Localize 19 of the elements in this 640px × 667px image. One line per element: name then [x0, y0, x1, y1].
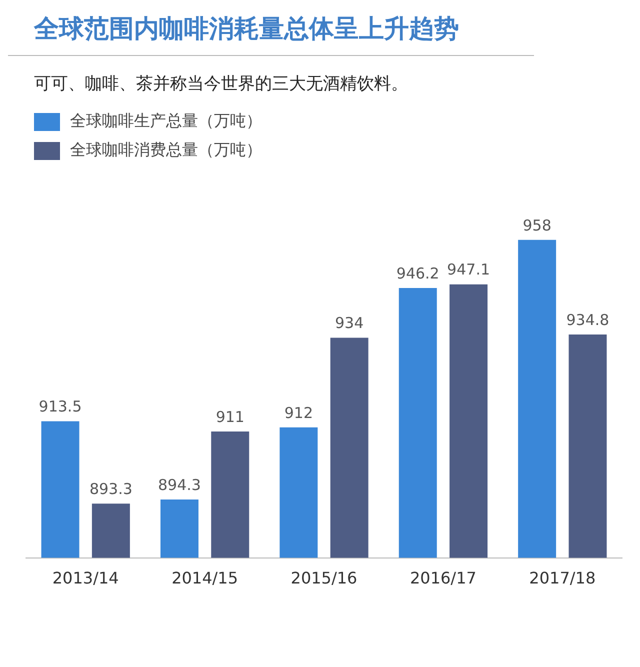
- data-label: 913.5: [38, 398, 82, 416]
- chart-subtitle: 可可、咖啡、茶并称当今世界的三大无酒精饮料。: [33, 73, 409, 96]
- data-label: 894.3: [158, 476, 201, 494]
- data-label: 934: [335, 314, 364, 332]
- data-label: 947.1: [447, 260, 490, 279]
- legend-label: 全球咖啡生产总量（万吨）: [70, 111, 262, 132]
- x-tick-label: 2017/18: [529, 568, 596, 588]
- x-tick-label: 2014/15: [172, 568, 238, 588]
- legend-label: 全球咖啡消费总量（万吨）: [70, 140, 262, 161]
- x-tick-label: 2016/17: [410, 568, 476, 588]
- data-label: 912: [284, 404, 313, 422]
- chart-title: 全球范围内咖啡消耗量总体呈上升趋势: [8, 8, 534, 56]
- data-label: 911: [216, 408, 244, 426]
- data-label: 958: [522, 216, 552, 234]
- x-tick-label: 2013/14: [52, 568, 119, 588]
- data-label: 934.8: [566, 310, 610, 329]
- x-tick-label: 2015/16: [290, 568, 358, 588]
- data-label: 946.2: [396, 264, 440, 282]
- data-label: 893.3: [89, 480, 132, 498]
